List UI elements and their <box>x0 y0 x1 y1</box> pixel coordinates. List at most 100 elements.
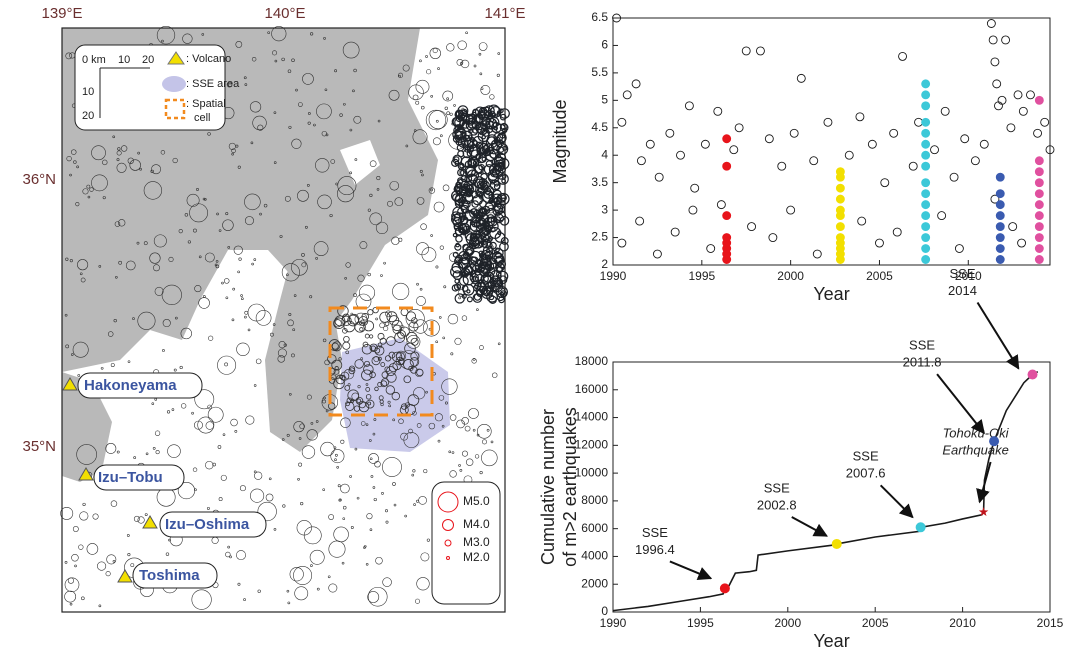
quake-texture <box>342 517 346 520</box>
quake-texture <box>361 369 373 381</box>
point <box>722 161 732 171</box>
quake-texture <box>358 316 369 327</box>
legend-circle <box>437 491 459 513</box>
point <box>652 249 662 259</box>
quake-texture <box>465 190 473 198</box>
annotation-arrow <box>791 516 828 537</box>
point <box>722 211 732 221</box>
quake-texture <box>365 383 369 386</box>
quake-texture <box>259 212 262 216</box>
quake-texture <box>460 59 470 69</box>
quake-texture <box>317 194 332 210</box>
quake-texture <box>182 33 193 44</box>
quake-texture <box>438 316 442 319</box>
point <box>755 46 765 56</box>
quake-texture <box>379 322 385 329</box>
quake-texture <box>172 157 178 164</box>
point <box>1034 167 1044 177</box>
quake-texture <box>414 598 421 604</box>
x-tick-label: 2000 <box>774 616 801 630</box>
quake-texture <box>327 354 337 364</box>
quake-texture <box>461 293 467 299</box>
quake-texture <box>365 423 369 426</box>
quake-texture <box>168 538 171 542</box>
quake-texture <box>74 564 77 568</box>
x-tick-label: 2005 <box>866 269 893 283</box>
quake-texture <box>243 76 247 80</box>
quake-texture <box>295 88 298 92</box>
quake-texture <box>478 52 482 56</box>
point <box>921 244 931 253</box>
quake-texture <box>369 334 374 339</box>
quake-texture <box>306 394 312 400</box>
quake-texture <box>79 511 89 521</box>
point <box>970 156 980 166</box>
quake-texture <box>79 272 83 276</box>
quake-texture <box>426 69 432 75</box>
point <box>684 101 694 111</box>
quake-texture <box>471 276 480 285</box>
quake-texture <box>165 552 170 556</box>
quake-texture <box>485 117 498 130</box>
quake-texture <box>388 351 396 359</box>
point <box>729 145 739 155</box>
quake-texture <box>489 241 497 250</box>
quake-texture <box>369 528 373 532</box>
point <box>747 222 757 232</box>
quake-texture <box>337 484 341 488</box>
quake-texture <box>87 195 91 199</box>
quake-texture <box>247 328 251 332</box>
quake-texture <box>105 443 117 454</box>
quake-texture <box>375 556 383 565</box>
quake-texture <box>481 224 492 235</box>
quake-texture <box>82 188 89 195</box>
quake-texture <box>392 324 402 335</box>
quake-texture <box>372 486 376 489</box>
quake-texture <box>466 169 480 182</box>
quake-texture <box>342 313 351 322</box>
quake-texture <box>299 423 305 430</box>
quake-texture <box>349 128 353 132</box>
quake-texture <box>489 94 495 100</box>
quake-texture <box>460 156 473 168</box>
quake-texture <box>336 185 355 203</box>
land <box>265 262 342 452</box>
quake-texture <box>496 143 509 155</box>
quake-texture <box>274 59 278 63</box>
quake-texture <box>298 102 303 107</box>
point <box>645 139 655 149</box>
quake-texture <box>130 563 135 568</box>
quake-texture <box>98 604 102 608</box>
y-tick-label: 3.5 <box>591 175 608 189</box>
quake-texture <box>376 188 380 191</box>
quake-texture <box>237 270 240 274</box>
quake-texture <box>194 389 215 410</box>
quake-texture <box>496 73 500 77</box>
scale-label: 10 <box>82 86 94 98</box>
legend-label: M3.0 <box>463 535 490 549</box>
quake-texture <box>81 596 85 601</box>
point <box>789 128 799 138</box>
quake-texture <box>402 64 410 72</box>
quake-texture <box>65 257 69 261</box>
quake-texture <box>484 149 497 162</box>
quake-texture <box>180 327 192 340</box>
quake-texture <box>118 260 123 265</box>
map-legend <box>74 44 226 131</box>
quake-texture <box>360 357 364 360</box>
quake-texture <box>133 515 140 522</box>
quake-texture <box>381 491 384 495</box>
point <box>960 134 970 144</box>
quake-texture <box>449 112 453 116</box>
quake-texture <box>475 123 487 134</box>
scale-label: 20 <box>142 54 154 66</box>
quake-texture <box>330 159 336 164</box>
quake-texture <box>89 187 94 192</box>
quake-texture <box>434 413 443 422</box>
point <box>1045 145 1055 155</box>
quake-texture <box>425 109 447 131</box>
quake-texture <box>161 39 164 43</box>
quake-texture <box>494 256 504 267</box>
y-tick-label: 16000 <box>575 382 609 396</box>
point <box>921 150 931 160</box>
